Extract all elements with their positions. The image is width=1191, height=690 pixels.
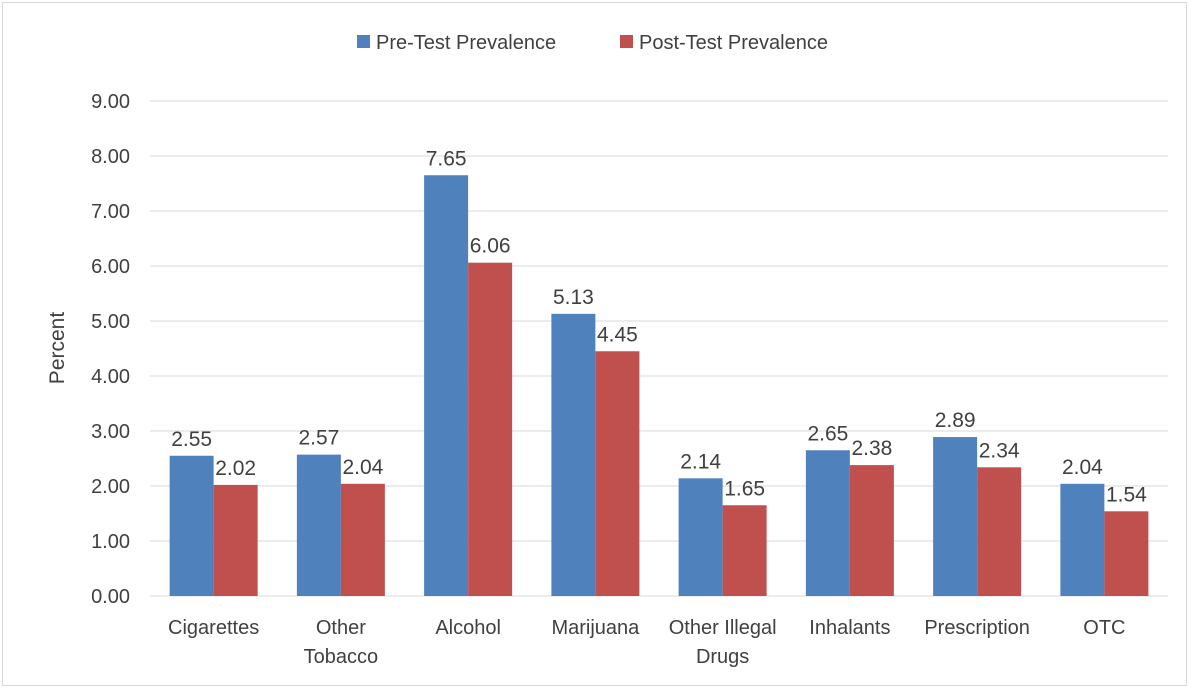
legend-pre-test-label: Pre-Test Prevalence xyxy=(376,32,556,54)
x-category-label: Inhalants xyxy=(809,617,890,639)
data-label: 2.14 xyxy=(680,450,721,473)
data-label: 2.65 xyxy=(807,422,848,445)
legend-pre-test-swatch xyxy=(357,35,370,48)
y-tick-label: 5.00 xyxy=(91,311,130,333)
y-tick-label: 4.00 xyxy=(91,366,130,388)
bar-pre-test xyxy=(805,450,850,596)
y-tick-label: 6.00 xyxy=(91,256,130,278)
y-tick-label: 2.00 xyxy=(91,476,130,498)
y-tick-label: 1.00 xyxy=(91,531,130,553)
legend: Pre-Test Prevalence Post-Test Prevalence xyxy=(357,32,828,54)
data-label: 7.65 xyxy=(426,147,467,170)
data-label: 4.45 xyxy=(597,323,638,346)
data-labels: 2.552.022.572.047.656.065.134.452.141.65… xyxy=(171,147,1147,506)
y-tick-label: 8.00 xyxy=(91,146,130,168)
y-axis-ticks: 0.00 1.00 2.00 3.00 4.00 5.00 6.00 7.00 8.00 9.00 xyxy=(91,91,130,608)
y-tick-label: 7.00 xyxy=(91,201,130,223)
bar-post-test xyxy=(977,467,1022,596)
legend-post-test-label: Post-Test Prevalence xyxy=(639,32,828,54)
bar-post-test xyxy=(722,505,767,596)
data-label: 1.54 xyxy=(1106,483,1147,506)
bar-pre-test xyxy=(1060,483,1105,596)
y-tick-label: 9.00 xyxy=(91,91,130,113)
y-axis-title: Percent xyxy=(46,312,69,385)
bar-pre-test xyxy=(169,455,214,596)
x-category-label: Alcohol xyxy=(435,617,501,639)
data-label: 2.55 xyxy=(171,428,212,451)
y-tick-label: 3.00 xyxy=(91,421,130,443)
bar-post-test xyxy=(340,483,385,596)
data-label: 2.57 xyxy=(298,427,339,450)
x-category-label: Drugs xyxy=(696,646,749,668)
data-label: 5.13 xyxy=(553,286,594,309)
data-label: 2.89 xyxy=(935,409,976,432)
bar-pre-test xyxy=(296,454,341,596)
bar-pre-test xyxy=(424,175,469,596)
bars xyxy=(169,175,1149,596)
x-category-label: Marijuana xyxy=(551,617,640,639)
data-label: 1.65 xyxy=(724,477,765,500)
x-category-label: Tobacco xyxy=(304,646,379,668)
bar-pre-test xyxy=(551,313,596,596)
data-label: 2.38 xyxy=(851,437,892,460)
bar-pre-test xyxy=(678,478,723,596)
x-axis-labels: Cigarettes Other Tobacco Alcohol Marijuana Ot… xyxy=(168,617,1125,668)
legend-post-test-swatch xyxy=(620,35,633,48)
bar-post-test xyxy=(595,351,640,596)
data-label: 2.02 xyxy=(215,457,256,480)
data-label: 2.34 xyxy=(979,439,1020,462)
x-category-label: Other xyxy=(316,617,366,639)
x-category-label: Prescription xyxy=(924,617,1030,639)
bar-post-test xyxy=(849,465,894,596)
data-label: 2.04 xyxy=(1062,456,1103,479)
bar-post-test xyxy=(213,484,258,596)
data-label: 2.04 xyxy=(342,456,383,479)
bar-post-test xyxy=(1104,511,1149,596)
x-category-label: OTC xyxy=(1083,617,1125,639)
y-tick-label: 0.00 xyxy=(91,586,130,608)
x-category-label: Other Illegal xyxy=(669,617,777,639)
data-label: 6.06 xyxy=(470,235,511,258)
bar-post-test xyxy=(468,262,513,596)
bar-pre-test xyxy=(933,437,978,596)
x-category-label: Cigarettes xyxy=(168,617,259,639)
